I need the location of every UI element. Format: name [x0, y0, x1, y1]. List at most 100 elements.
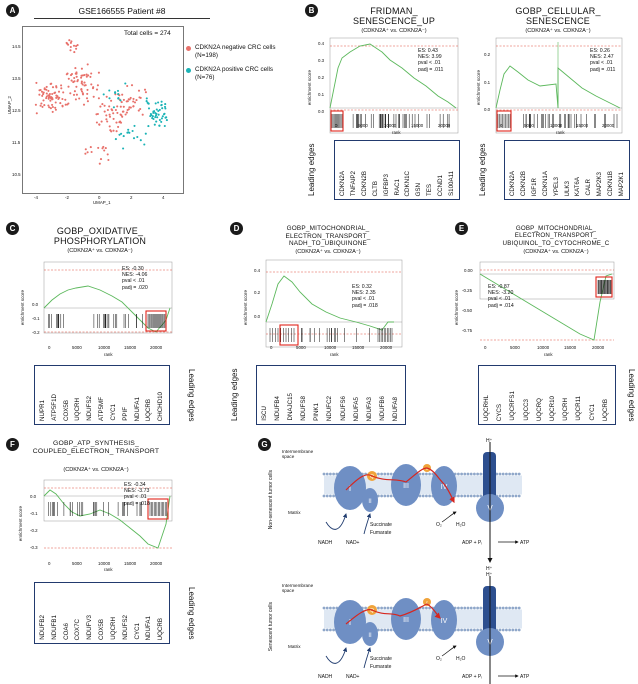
cytochrome-c: [423, 598, 431, 606]
umap-point: [163, 124, 166, 128]
membrane-lipid: [325, 606, 329, 610]
fumarate-label: Fumarate: [370, 530, 392, 536]
umap-point: [108, 105, 111, 108]
membrane-lipid: [466, 628, 470, 632]
leading-edge-gene: UQCRH: [74, 398, 82, 421]
leading-edge-gene: NDUFV3: [86, 615, 94, 640]
b1-ytick: 0.4: [318, 41, 325, 46]
umap-point: [161, 115, 164, 118]
umap-point: [126, 84, 129, 88]
umap-point: [65, 73, 68, 76]
umap-xtick: 4: [162, 195, 165, 200]
leading-edge-gene: CDKN1A: [541, 170, 549, 196]
succinate-label: Succinate: [370, 522, 392, 528]
umap-point: [53, 92, 56, 95]
umap-point: [80, 90, 84, 93]
leading-edge-gene: CDKN1B: [607, 170, 615, 196]
leading-edge-gene: NDUFC2: [326, 395, 334, 421]
enrichment-curve: [265, 275, 394, 331]
leading-edge-gene: CYC1: [588, 404, 596, 421]
umap-point: [41, 94, 44, 97]
umap-point: [81, 93, 85, 96]
membrane-lipid: [505, 472, 508, 476]
umap-ytick: 12.5: [12, 108, 21, 113]
stat: pval < .01: [122, 278, 145, 285]
umap-point: [105, 114, 108, 117]
membrane-lipid: [508, 472, 511, 476]
leading-edge-gene: IGF1R: [530, 177, 538, 196]
leading-edge-highlight: [496, 110, 512, 132]
umap-point: [62, 91, 65, 94]
stat: NES: -4.06: [122, 272, 148, 279]
panel-label-e: E: [455, 222, 468, 235]
panel-f-stats: ES: -0.34 NES: -3.73 pval < .01 padj = .…: [124, 482, 150, 507]
umap-point: [58, 96, 61, 99]
panel-b2-subtitle: (CDKN2A⁺ vs. CDKN2A⁻): [525, 28, 591, 34]
proton-top-label: H⁺: [486, 438, 493, 444]
umap-point: [145, 100, 148, 103]
umap-point: [97, 71, 100, 74]
umap-point: [87, 74, 90, 77]
membrane-lipid: [383, 472, 387, 476]
umap-point: [153, 110, 156, 113]
leading-edge-gene: UQCRHL: [483, 394, 490, 421]
plot-frame: [479, 261, 615, 300]
membrane-lipid: [421, 628, 425, 632]
stat: ES: -0.34: [124, 482, 146, 488]
succinate-label: Succinate: [370, 656, 392, 662]
panel-d-title: GOBP_MITOCHONDRIAL_ ELECTRON_TRANSPORT_ …: [285, 225, 371, 247]
membrane-lipid: [511, 628, 515, 632]
coenzyme-q-label: Q: [370, 608, 374, 614]
complex-i-label: I: [349, 484, 351, 493]
membrane-lipid: [469, 472, 473, 476]
panel-b2-title: GOBP_CELLULAR_ SENESCENCE: [515, 6, 601, 26]
stat: pval < .01: [488, 296, 511, 303]
umap-point: [120, 101, 123, 104]
enrichment-curve: [495, 65, 621, 109]
stat: NES: 3.99: [418, 54, 442, 61]
membrane-lipid: [425, 472, 428, 476]
leading-edges-label-f: Leading edges: [187, 586, 196, 640]
c-ytick: -0.2: [32, 330, 40, 335]
membrane-lipid: [466, 472, 470, 476]
panel-a-title: GSE166555 Patient #8: [78, 6, 166, 16]
coenzyme-q-label: Q: [370, 474, 374, 480]
membrane-lipid: [514, 494, 518, 498]
membrane-lipid: [428, 472, 431, 476]
e-xtick: 0: [484, 345, 487, 350]
umap-point: [132, 97, 135, 100]
leading-edge-box-c: NUPR1 ATP5F1D COX5B UQCRH NDUFS2 ATP5MF CYC1 PP…: [34, 365, 170, 425]
membrane-lipid: [479, 606, 483, 610]
umap-point: [120, 114, 123, 117]
umap-point: [117, 125, 120, 128]
panel-a-title-rule: [34, 18, 210, 19]
leading-edge-gene: NDUFB4: [274, 396, 282, 421]
membrane-lipid: [517, 628, 521, 632]
succinate-arrow: [363, 647, 371, 669]
umap-point: [165, 116, 168, 119]
b1-ytick: 0.0: [318, 109, 325, 114]
umap-point: [55, 96, 58, 99]
stat: pval < .01: [352, 296, 375, 303]
umap-point: [98, 123, 101, 126]
leading-edge-gene: UQCC3: [522, 399, 530, 421]
panel-c-ylabel: enrichment score: [20, 290, 25, 326]
membrane-lipid: [332, 606, 335, 610]
panel-e-ylabel: enrichment score: [454, 290, 459, 326]
umap-point: [76, 78, 79, 82]
umap-point: [139, 96, 142, 99]
g-top-matrix-label: Matrix: [288, 510, 301, 515]
umap-point: [86, 151, 89, 154]
b2-xtick: 20000: [602, 123, 615, 128]
plot-frame: [43, 261, 173, 334]
umap-point: [89, 75, 92, 78]
membrane-lipid: [469, 494, 473, 498]
leading-edge-highlight: [145, 310, 167, 332]
panel-c-title: GOBP_OXIDATIVE_ PHOSPHORYLATION: [53, 226, 147, 246]
umap-point: [127, 131, 130, 134]
umap-point: [73, 51, 76, 54]
membrane-lipid: [498, 472, 502, 476]
stat: NES: -3.20: [488, 290, 514, 297]
membrane-lipid: [425, 606, 428, 610]
complex-iii-label: III: [403, 483, 409, 490]
